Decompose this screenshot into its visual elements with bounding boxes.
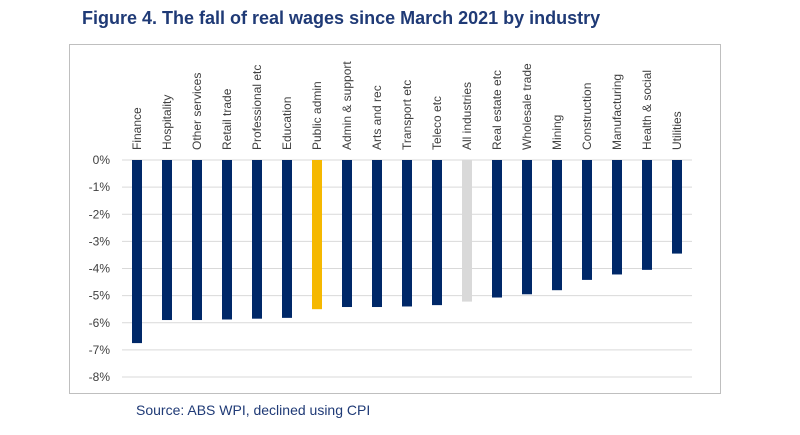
bar [192,160,202,321]
category-label: Professional etc [250,65,264,150]
bar [522,160,532,295]
source-note: Source: ABS WPI, declined using CPI [136,402,371,418]
y-tick-label: -5% [89,289,111,303]
category-label: Wholesale trade [520,63,534,150]
bar [462,160,472,302]
bars [132,160,682,344]
y-tick-label: -6% [89,316,111,330]
category-label: Public admin [310,81,324,150]
y-tick-label: -3% [89,234,111,248]
bar [672,160,682,254]
bar [492,160,502,298]
category-label: Retail trade [220,88,234,150]
y-axis-tick-labels: 0% -1% -2% -3% -4% -5% -6% -7% -8% [89,153,111,384]
category-label: All industries [460,82,474,150]
category-label: Transport etc [400,80,414,150]
bar [222,160,232,320]
y-tick-label: -8% [89,370,111,384]
category-label: Arts and rec [370,85,384,150]
category-label: Mining [550,115,564,150]
bar [642,160,652,270]
category-label: Teleco etc [430,96,444,150]
bar [252,160,262,319]
category-label: Admin & support [340,61,354,150]
bar [432,160,442,306]
bar [162,160,172,321]
figure-title: Figure 4. The fall of real wages since M… [82,8,601,28]
bar [342,160,352,308]
bar [582,160,592,280]
y-tick-label: -1% [89,180,111,194]
chart-frame [69,44,721,394]
category-label: Health & social [640,70,654,150]
category-label: Construction [580,83,594,150]
category-label: Other services [190,73,204,150]
y-tick-label: -2% [89,207,111,221]
y-tick-label: -4% [89,262,111,276]
category-label: Real estate etc [490,70,504,150]
bar [312,160,322,310]
category-label: Hospitality [160,95,174,150]
category-label: Manufacturing [610,74,624,150]
y-tick-label: 0% [93,153,111,167]
bar [282,160,292,318]
bar [612,160,622,275]
bar [132,160,142,344]
bar [402,160,412,307]
category-labels: Finance Hospitality Other services Retail t… [130,61,684,150]
bar [552,160,562,291]
category-label: Finance [130,107,144,150]
category-label: Education [280,97,294,150]
category-label: Utilities [670,111,684,150]
y-tick-label: -7% [89,343,111,357]
bar [372,160,382,308]
